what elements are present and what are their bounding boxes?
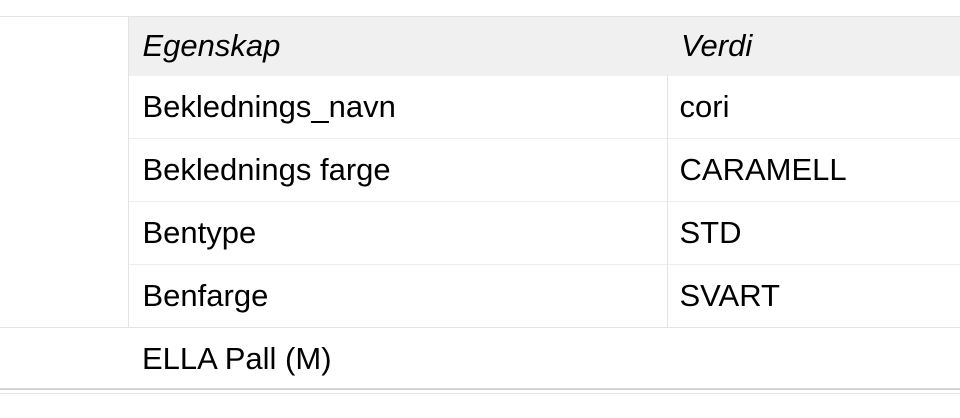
table-body: Beklednings_navn cori Beklednings farge … [0, 75, 960, 390]
product-name-label: ELLA Pall (M) [0, 327, 960, 390]
table-row[interactable]: Beklednings_navn cori [0, 75, 960, 139]
cell-property: Beklednings farge [128, 138, 668, 202]
column-header-property[interactable]: Egenskap [128, 17, 667, 76]
cell-property: Beklednings_navn [128, 75, 668, 139]
row-gutter-cell [0, 138, 129, 202]
cell-value: CARAMELL [667, 138, 960, 202]
row-gutter-cell [0, 264, 129, 328]
row-gutter-cell [0, 75, 129, 139]
cell-value: SVART [667, 264, 960, 328]
table-row[interactable]: Bentype STD [0, 201, 960, 265]
table-bottom-divider-secondary [0, 393, 960, 394]
table-row[interactable]: Beklednings farge CARAMELL [0, 138, 960, 202]
header-gutter-cell [0, 17, 129, 76]
properties-table: Egenskap Verdi Beklednings_navn cori Bek… [0, 17, 960, 390]
cell-value: cori [667, 75, 960, 139]
table-row[interactable]: Benfarge SVART [0, 264, 960, 328]
table-top-divider [0, 16, 960, 17]
table-header-row: Egenskap Verdi [0, 17, 960, 76]
table-header: Egenskap Verdi [0, 17, 960, 76]
cell-property: Bentype [128, 201, 668, 265]
cell-property: Benfarge [128, 264, 668, 328]
table-footer-row[interactable]: ELLA Pall (M) [0, 327, 960, 390]
cell-value: STD [667, 201, 960, 265]
table-bottom-divider [0, 388, 960, 390]
column-header-value[interactable]: Verdi [667, 17, 960, 76]
row-gutter-cell [0, 201, 129, 265]
